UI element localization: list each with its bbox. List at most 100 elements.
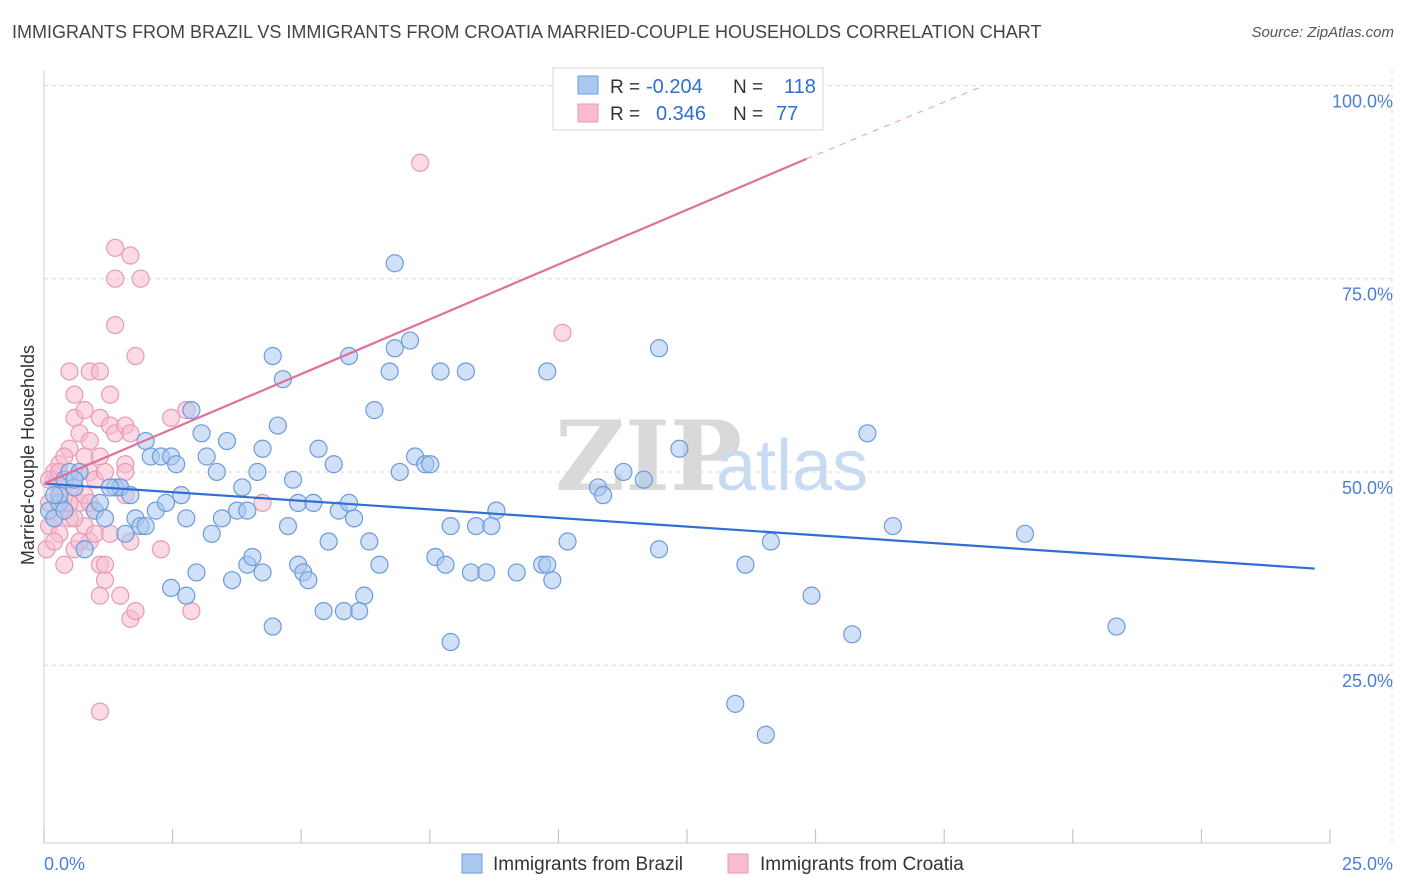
brazil-point xyxy=(543,571,562,590)
brazil-point xyxy=(289,493,308,512)
croatia-point xyxy=(126,346,145,366)
croatia-point xyxy=(106,315,125,335)
x-tick-label: 25.0% xyxy=(1342,854,1393,874)
y-tick-label: 25.0% xyxy=(1342,671,1393,691)
croatia-point xyxy=(151,540,171,559)
brazil-point xyxy=(243,547,262,567)
croatia-point xyxy=(85,524,104,543)
croatia-point xyxy=(90,362,110,381)
brazil-point xyxy=(558,532,577,551)
croatia-point xyxy=(411,153,430,172)
brazil-point xyxy=(238,501,257,520)
croatia-point xyxy=(90,702,110,721)
series-legend: Immigrants from Brazil Immigrants from C… xyxy=(461,853,964,875)
croatia-point xyxy=(111,586,130,605)
brazil-point xyxy=(726,694,745,713)
brazil-point xyxy=(90,493,110,512)
brazil-point xyxy=(350,601,369,621)
brazil-point xyxy=(177,586,196,605)
brazil-point xyxy=(355,586,374,605)
legend-n-label-1: N = xyxy=(733,77,763,98)
brazil-point xyxy=(431,362,450,381)
brazil-point xyxy=(761,532,780,551)
brazil-point xyxy=(182,401,201,420)
brazil-point xyxy=(344,509,364,528)
brazil-point xyxy=(268,416,287,435)
brazil-point xyxy=(95,509,115,528)
brazil-point xyxy=(75,540,94,559)
y-tick-labels: 25.0% 50.0% 75.0% 100.0% xyxy=(1332,91,1393,691)
brazil-trend-line xyxy=(43,482,1315,570)
brazil-point xyxy=(116,524,135,543)
brazil-point xyxy=(594,486,613,505)
brazil-point xyxy=(283,470,303,489)
croatia-point xyxy=(100,385,120,404)
brazil-point xyxy=(756,725,775,744)
brazil-point xyxy=(843,625,862,644)
brazil-point xyxy=(421,455,440,474)
grid-lines xyxy=(44,70,1393,843)
croatia-trend-extension xyxy=(806,84,985,160)
correlation-legend: R = -0.204 N = 118 R = 0.346 N = 77 xyxy=(552,67,824,131)
brazil-point xyxy=(649,540,669,559)
brazil-point xyxy=(385,254,404,273)
brazil-point xyxy=(197,447,216,466)
legend-swatch-pink xyxy=(577,103,599,123)
watermark-zip: ZIP xyxy=(555,400,742,513)
bottom-legend-swatch-brazil xyxy=(461,853,483,874)
brazil-point xyxy=(207,462,226,482)
axes xyxy=(43,70,1331,844)
y-axis-label: Married-couple Households xyxy=(18,345,38,565)
croatia-point xyxy=(131,269,150,288)
croatia-point xyxy=(100,524,120,543)
brazil-point xyxy=(324,455,343,474)
brazil-point xyxy=(136,516,155,536)
croatia-point xyxy=(121,424,140,443)
brazil-point xyxy=(172,486,191,505)
x-tick-labels: 0.0% 25.0% xyxy=(44,854,1393,874)
legend-r-label-1: R = xyxy=(610,77,640,98)
brazil-point xyxy=(370,555,389,574)
brazil-point xyxy=(167,455,186,474)
brazil-point xyxy=(253,563,272,582)
brazil-point xyxy=(55,501,74,520)
croatia-point xyxy=(95,462,115,482)
brazil-point xyxy=(1107,617,1126,636)
legend-n-value-2: 77 xyxy=(776,103,798,125)
brazil-point xyxy=(202,524,221,543)
croatia-point xyxy=(60,362,79,381)
brazil-point xyxy=(736,555,755,574)
y-tick-label: 50.0% xyxy=(1342,478,1393,498)
croatia-point xyxy=(55,447,74,466)
brazil-point xyxy=(309,439,328,458)
brazil-point xyxy=(278,516,298,536)
brazil-point xyxy=(187,563,206,582)
brazil-point xyxy=(217,431,237,451)
brazil-point xyxy=(461,563,481,582)
brazil-point xyxy=(385,339,404,358)
brazil-point xyxy=(365,401,384,420)
croatia-point xyxy=(553,323,572,342)
brazil-point xyxy=(507,563,526,582)
brazil-point xyxy=(649,339,669,358)
brazil-point xyxy=(482,516,501,536)
series-brazil-points xyxy=(39,254,1126,744)
croatia-point xyxy=(90,586,110,605)
brazil-point xyxy=(477,563,496,582)
brazil-point xyxy=(487,501,506,520)
croatia-point xyxy=(161,408,181,427)
croatia-point xyxy=(45,532,64,551)
brazil-point xyxy=(192,424,211,443)
x-tick-label: 0.0% xyxy=(44,854,85,874)
croatia-point xyxy=(95,555,115,574)
croatia-point xyxy=(95,571,115,590)
brazil-point xyxy=(634,470,653,489)
croatia-point xyxy=(80,431,99,451)
croatia-point xyxy=(75,447,94,466)
trend-lines xyxy=(43,84,1315,570)
croatia-point xyxy=(75,401,94,420)
legend-r-label-2: R = xyxy=(610,104,640,125)
brazil-point xyxy=(360,532,379,551)
series-croatia-points xyxy=(37,153,572,721)
brazil-point xyxy=(441,632,460,652)
